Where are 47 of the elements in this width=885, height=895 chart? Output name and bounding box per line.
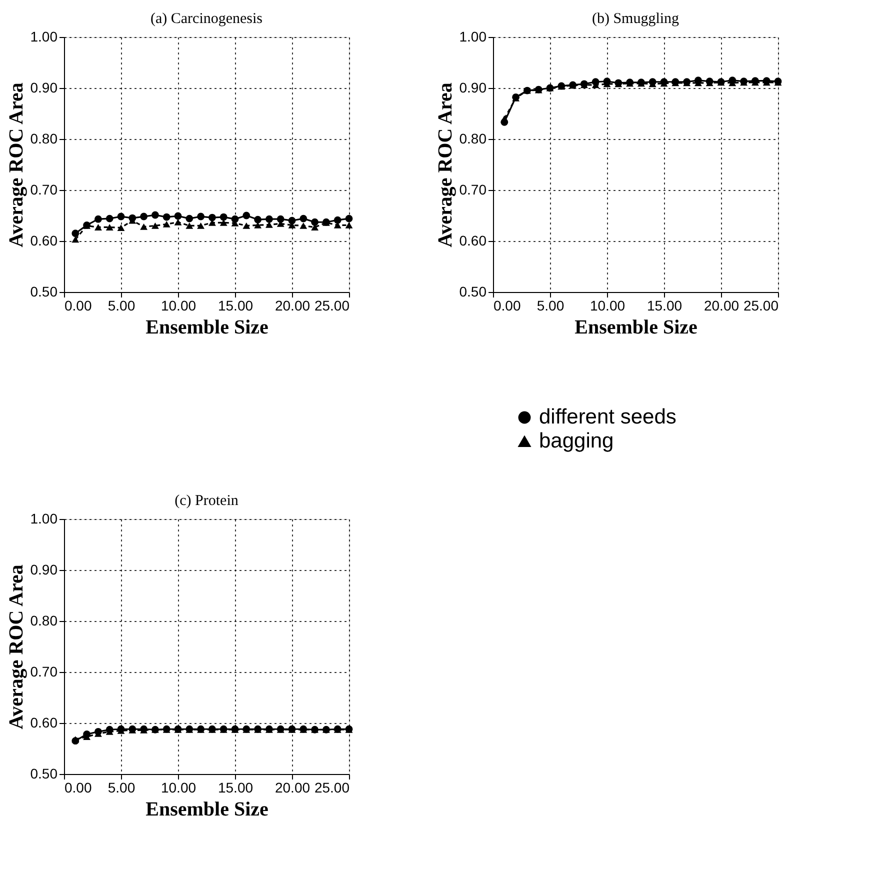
- y-tick-label: 0.70: [459, 182, 487, 198]
- y-tick-label: 0.50: [30, 284, 58, 300]
- x-tick-label: 25.00: [314, 780, 350, 796]
- y-tick-label: 0.90: [459, 80, 487, 96]
- x-tick-label: 20.00: [704, 298, 740, 314]
- y-tick-label: 0.60: [30, 232, 58, 248]
- x-tick-label: 20.00: [274, 298, 310, 314]
- x-tick-label: 10.00: [160, 780, 196, 796]
- legend-label: different seeds: [539, 406, 676, 428]
- chart-title: (b) Smuggling: [592, 11, 680, 27]
- y-tick-label: 0.60: [30, 714, 58, 730]
- y-tick-label: 0.60: [459, 232, 487, 248]
- x-axis-title: Ensemble Size: [574, 316, 698, 338]
- chart-title: (a) Carcinogenesis: [150, 11, 263, 27]
- x-tick-label: 0.00: [64, 298, 92, 314]
- y-tick-label: 0.80: [459, 130, 487, 146]
- y-tick-label: 1.00: [30, 28, 58, 44]
- x-tick-label: 20.00: [274, 780, 310, 796]
- x-tick-label: 15.00: [218, 298, 254, 314]
- y-axis-title: Average ROC Area: [5, 564, 28, 730]
- y-tick-label: 0.70: [30, 664, 58, 680]
- x-tick-label: 15.00: [646, 298, 682, 314]
- x-tick-label: 25.00: [743, 298, 779, 314]
- x-tick-label: 0.00: [494, 298, 521, 314]
- x-tick-label: 5.00: [108, 780, 136, 796]
- x-tick-label: 5.00: [108, 298, 136, 314]
- y-tick-label: 0.50: [30, 766, 58, 782]
- y-tick-label: 0.80: [30, 130, 58, 146]
- y-tick-label: 0.70: [30, 182, 58, 198]
- y-tick-label: 1.00: [459, 28, 487, 44]
- x-tick-label: 5.00: [536, 298, 564, 314]
- x-tick-label: 10.00: [590, 298, 626, 314]
- y-axis-title: Average ROC Area: [434, 82, 456, 248]
- y-tick-label: 0.50: [459, 284, 487, 300]
- legend-label: bagging: [539, 430, 614, 452]
- y-tick-label: 0.80: [30, 612, 58, 628]
- x-axis-title: Ensemble Size: [146, 798, 269, 820]
- x-tick-label: 15.00: [218, 780, 254, 796]
- x-tick-label: 10.00: [160, 298, 196, 314]
- x-tick-label: 0.00: [64, 780, 92, 796]
- y-tick-label: 0.90: [30, 80, 58, 96]
- y-axis-title: Average ROC Area: [5, 82, 28, 248]
- chart-title: (c) Protein: [174, 493, 239, 509]
- y-tick-label: 0.90: [30, 562, 58, 578]
- y-tick-label: 1.00: [30, 510, 58, 526]
- x-tick-label: 25.00: [314, 298, 350, 314]
- x-axis-title: Ensemble Size: [146, 316, 269, 338]
